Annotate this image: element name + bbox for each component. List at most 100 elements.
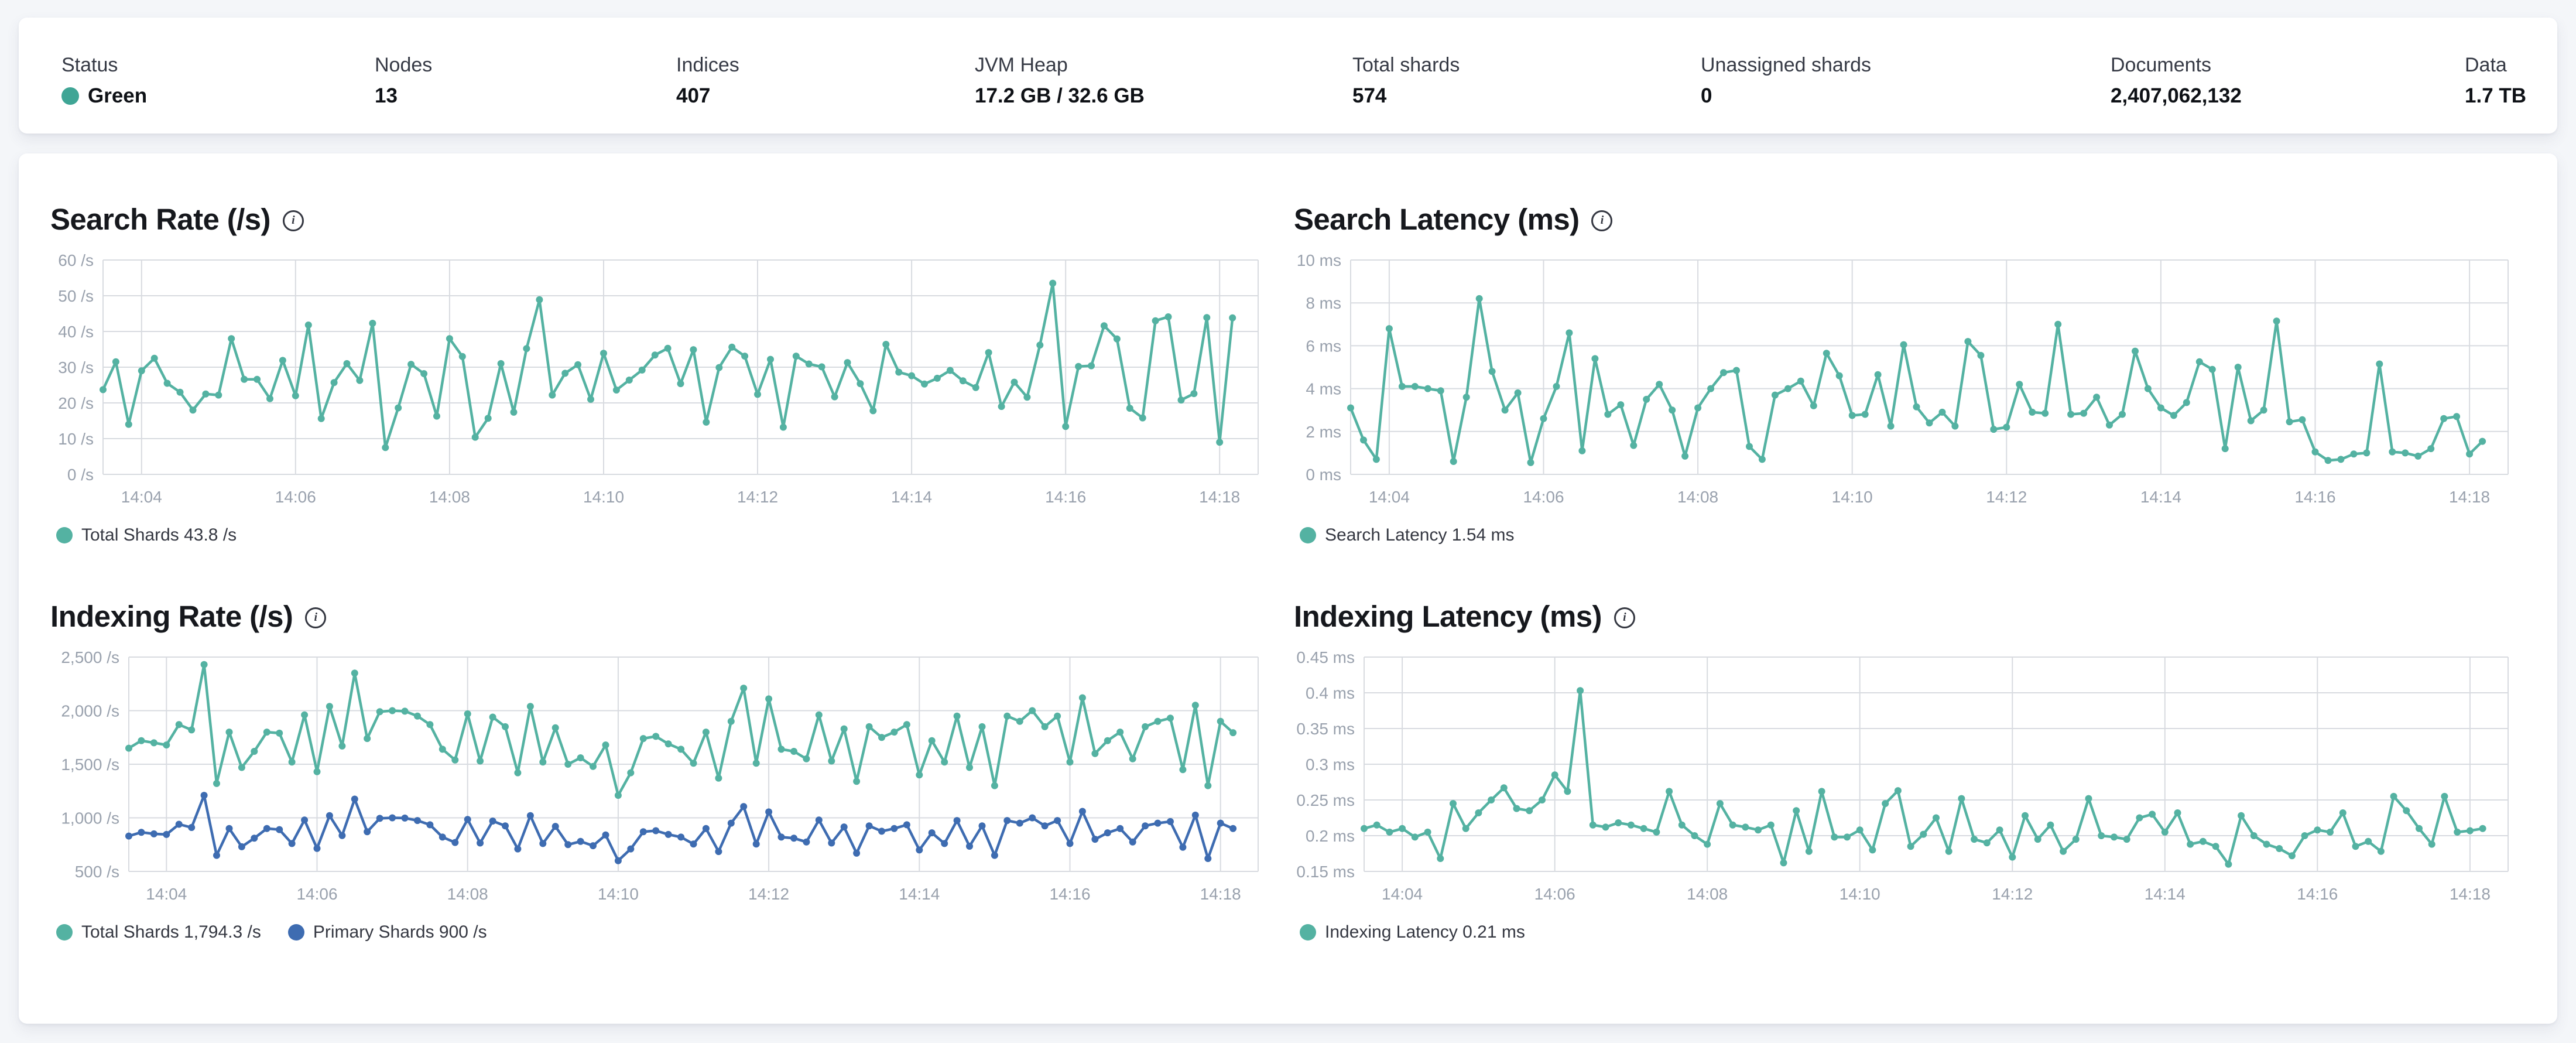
chart-title: Indexing Latency (ms) [1294, 599, 1602, 633]
stat-label: Indices [676, 54, 739, 76]
svg-text:0.45 ms: 0.45 ms [1296, 648, 1355, 666]
legend-label: Indexing Latency 0.21 ms [1325, 922, 1525, 942]
search-rate-plot[interactable]: 0 /s 10 /s 20 /s 30 /s 40 /s 50 /s 60 /s 14:04 1… [50, 249, 1260, 517]
svg-text:14:08: 14:08 [429, 488, 470, 506]
chart-search-latency: Search Latency (ms) i 0 ms 2 ms 4 ms 6 ms 8 … [1294, 200, 2510, 555]
svg-text:50 /s: 50 /s [58, 287, 94, 305]
legend-label: Search Latency 1.54 ms [1325, 525, 1515, 545]
search-latency-legend: Search Latency 1.54 ms [1300, 524, 1515, 547]
legend-item[interactable]: Indexing Latency 0.21 ms [1300, 922, 1525, 942]
svg-text:30 /s: 30 /s [58, 358, 94, 377]
svg-text:14:10: 14:10 [583, 488, 624, 506]
svg-text:14:18: 14:18 [2450, 885, 2491, 903]
search-rate-canvas[interactable]: 0 /s 10 /s 20 /s 30 /s 40 /s 50 /s 60 /s 14:04 1… [50, 249, 1260, 514]
info-icon[interactable]: i [282, 210, 304, 231]
legend-item[interactable]: Primary Shards 900 /s [287, 922, 487, 942]
svg-text:14:10: 14:10 [598, 885, 639, 903]
chart-title: Search Rate (/s) [50, 202, 270, 236]
legend-label: Total Shards 1,794.3 /s [81, 922, 261, 942]
svg-text:14:12: 14:12 [748, 885, 789, 903]
chart-indexing-latency: Indexing Latency (ms) i 0.15 ms 0.2 ms 0.2… [1294, 597, 2510, 952]
svg-text:10 /s: 10 /s [58, 430, 94, 448]
legend-item[interactable]: Total Shards 43.8 /s [56, 525, 237, 545]
svg-text:14:06: 14:06 [275, 488, 316, 506]
indexing-rate-canvas[interactable]: 500 /s 1,000 /s 1,500 /s 2,000 /s 2,500 /s 14… [50, 647, 1260, 911]
indexing-rate-legend: Total Shards 1,794.3 /s Primary Shards 90… [56, 921, 487, 944]
chart-header: Indexing Latency (ms) i [1294, 597, 2510, 635]
chart-header: Search Latency (ms) i [1294, 200, 2510, 238]
stat-label: Status [61, 54, 118, 76]
info-icon[interactable]: i [1591, 210, 1613, 231]
legend-item[interactable]: Total Shards 1,794.3 /s [56, 922, 261, 942]
svg-text:0.15 ms: 0.15 ms [1296, 863, 1355, 881]
stat-value: 574 [1352, 84, 1387, 107]
svg-text:500 /s: 500 /s [75, 863, 119, 881]
legend-swatch-icon [1300, 527, 1316, 543]
svg-text:2 ms: 2 ms [1306, 423, 1341, 441]
stat-value: Green [61, 84, 147, 108]
svg-text:0.25 ms: 0.25 ms [1296, 791, 1355, 809]
legend-label: Total Shards 43.8 /s [81, 525, 237, 545]
svg-text:14:10: 14:10 [1832, 488, 1873, 506]
stat-unassigned-shards: Unassigned shards 0 [1701, 54, 1871, 108]
svg-text:0 ms: 0 ms [1306, 466, 1341, 484]
stat-value: 17.2 GB / 32.6 GB [975, 84, 1145, 107]
svg-text:0 /s: 0 /s [67, 466, 94, 484]
stat-label: Total shards [1352, 54, 1460, 76]
stat-value: 2,407,062,132 [2111, 84, 2242, 107]
legend-item[interactable]: Search Latency 1.54 ms [1300, 525, 1515, 545]
svg-text:14:06: 14:06 [296, 885, 337, 903]
info-icon[interactable]: i [305, 607, 327, 628]
svg-text:14:18: 14:18 [1199, 488, 1240, 506]
svg-text:14:12: 14:12 [1992, 885, 2033, 903]
stat-label: Documents [2111, 54, 2211, 76]
chart-header: Search Rate (/s) i [50, 200, 1260, 238]
svg-text:10 ms: 10 ms [1297, 251, 1341, 269]
svg-text:4 ms: 4 ms [1306, 380, 1341, 398]
indexing-rate-plot[interactable]: 500 /s 1,000 /s 1,500 /s 2,000 /s 2,500 /s 14… [50, 647, 1260, 914]
legend-label: Primary Shards 900 /s [313, 922, 487, 942]
stat-label: Data [2465, 54, 2507, 76]
chart-search-rate: Search Rate (/s) i 0 /s 10 /s 20 /s 30 /s 40… [50, 200, 1260, 555]
svg-text:14:12: 14:12 [737, 488, 778, 506]
chart-indexing-rate: Indexing Rate (/s) i 500 /s 1,000 /s 1,500… [50, 597, 1260, 952]
search-rate-legend: Total Shards 43.8 /s [56, 524, 237, 547]
stat-value: 407 [676, 84, 711, 107]
svg-text:14:06: 14:06 [1523, 488, 1564, 506]
svg-text:14:08: 14:08 [1677, 488, 1718, 506]
info-icon[interactable]: i [1614, 607, 1635, 628]
legend-swatch-icon [56, 924, 73, 941]
svg-text:40 /s: 40 /s [58, 323, 94, 341]
svg-text:2,500 /s: 2,500 /s [61, 648, 119, 666]
chart-header: Indexing Rate (/s) i [50, 597, 1260, 635]
stat-status: Status Green [61, 54, 147, 108]
svg-text:14:04: 14:04 [146, 885, 187, 903]
svg-text:14:18: 14:18 [2449, 488, 2490, 506]
svg-text:14:04: 14:04 [1382, 885, 1423, 903]
chart-title: Indexing Rate (/s) [50, 599, 293, 633]
svg-text:14:14: 14:14 [899, 885, 940, 903]
indexing-latency-plot[interactable]: 0.15 ms 0.2 ms 0.25 ms 0.3 ms 0.35 ms 0.4 ms 0… [1294, 647, 2510, 914]
svg-text:14:12: 14:12 [1986, 488, 2027, 506]
stat-total-shards: Total shards 574 [1352, 54, 1460, 108]
svg-text:14:16: 14:16 [1049, 885, 1090, 903]
stat-jvm-heap: JVM Heap 17.2 GB / 32.6 GB [975, 54, 1145, 108]
search-latency-plot[interactable]: 0 ms 2 ms 4 ms 6 ms 8 ms 10 ms 14:04 14:06 14:08… [1294, 249, 2510, 517]
svg-text:14:16: 14:16 [2294, 488, 2335, 506]
indexing-latency-legend: Indexing Latency 0.21 ms [1300, 921, 1525, 944]
svg-text:14:16: 14:16 [2297, 885, 2338, 903]
stat-value: 0 [1701, 84, 1712, 107]
svg-text:14:08: 14:08 [1687, 885, 1728, 903]
search-latency-canvas[interactable]: 0 ms 2 ms 4 ms 6 ms 8 ms 10 ms 14:04 14:06 14:08… [1294, 249, 2510, 514]
svg-text:14:14: 14:14 [2140, 488, 2181, 506]
cluster-status-bar: Status Green Nodes 13 Indices 407 JVM Heap 17.2… [19, 18, 2557, 134]
stat-value: 1.7 TB [2465, 84, 2527, 107]
indexing-latency-canvas[interactable]: 0.15 ms 0.2 ms 0.25 ms 0.3 ms 0.35 ms 0.4 ms 0… [1294, 647, 2510, 911]
svg-text:0.3 ms: 0.3 ms [1306, 755, 1355, 774]
svg-text:14:08: 14:08 [447, 885, 488, 903]
legend-swatch-icon [56, 527, 73, 543]
svg-text:14:06: 14:06 [1534, 885, 1575, 903]
svg-text:0.35 ms: 0.35 ms [1296, 720, 1355, 738]
legend-swatch-icon [287, 924, 304, 941]
svg-text:14:04: 14:04 [121, 488, 162, 506]
